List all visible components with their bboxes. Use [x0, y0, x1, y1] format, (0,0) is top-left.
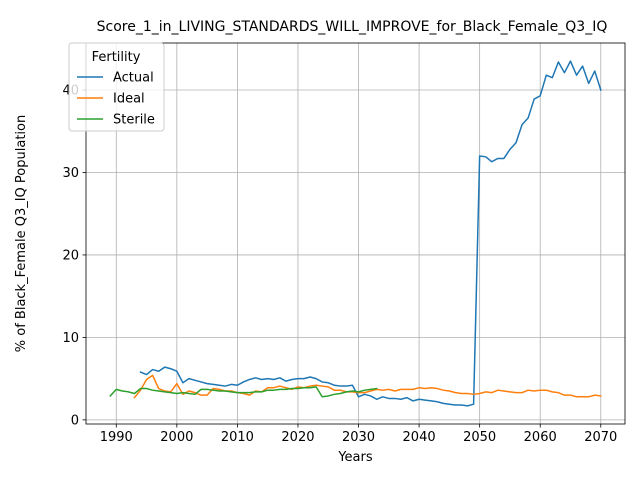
y-axis-label: % of Black_Female Q3_IQ Population	[14, 115, 29, 352]
x-tick-label: 1990	[100, 430, 133, 445]
axis-ticks: 1990 2000 2010 2020 2030 2040 2050 2060 20700102…	[62, 84, 617, 445]
legend-title: Fertility	[92, 50, 141, 65]
legend-box	[68, 42, 165, 132]
legend: Fertility Actual Ideal Sterile	[68, 42, 165, 132]
plot-frame	[85, 42, 626, 425]
series-line-sterile	[109, 386, 378, 398]
x-tick-label: 2050	[463, 430, 496, 445]
x-tick-label: 2010	[221, 430, 254, 445]
legend-label-sterile: Sterile	[113, 113, 155, 128]
grid	[86, 43, 625, 424]
x-axis-label: Years	[337, 450, 373, 465]
x-tick-label: 2070	[584, 430, 617, 445]
legend-label-actual: Actual	[113, 71, 154, 86]
series-line-actual	[139, 60, 602, 407]
x-tick-label: 2000	[160, 430, 193, 445]
x-tick-label: 2040	[403, 430, 436, 445]
y-tick-label: 20	[62, 248, 79, 263]
x-tick-label: 2020	[281, 430, 314, 445]
chart-title: Score_1_in_LIVING_STANDARDS_WILL_IMPROVE…	[97, 19, 608, 35]
y-tick-label: 30	[62, 166, 79, 181]
series-line-ideal	[133, 374, 602, 399]
x-tick-label: 2060	[524, 430, 557, 445]
x-tick-label: 2030	[342, 430, 375, 445]
y-tick-label: 0	[71, 413, 79, 428]
y-tick-label: 10	[62, 331, 79, 346]
legend-label-ideal: Ideal	[113, 92, 145, 107]
series-layer	[109, 60, 602, 407]
